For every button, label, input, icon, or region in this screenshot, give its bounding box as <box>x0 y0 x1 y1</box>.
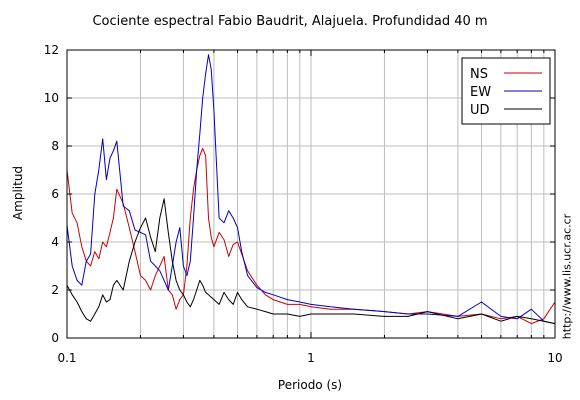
chart-title: Cociente espectral Fabio Baudrit, Alajue… <box>92 14 488 29</box>
y-tick-label: 6 <box>51 187 59 201</box>
y-tick-label: 12 <box>44 43 59 57</box>
y-tick-label: 0 <box>51 331 59 345</box>
x-tick-label: 10 <box>547 351 562 365</box>
series-line-ew <box>66 54 556 325</box>
x-tick-label: 1 <box>307 351 315 365</box>
series-line-ud <box>66 198 556 325</box>
y-tick-label: 4 <box>51 235 59 249</box>
x-axis-label: Periodo (s) <box>277 378 343 392</box>
y-tick-label: 8 <box>51 139 59 153</box>
y-tick-label: 10 <box>44 91 59 105</box>
legend-label-ns: NS <box>470 67 488 82</box>
legend-label-ew: EW <box>470 85 491 100</box>
legend-label-ud: UD <box>470 103 490 118</box>
y-tick-label: 2 <box>51 283 59 297</box>
x-tick-label: 0.1 <box>57 351 76 365</box>
